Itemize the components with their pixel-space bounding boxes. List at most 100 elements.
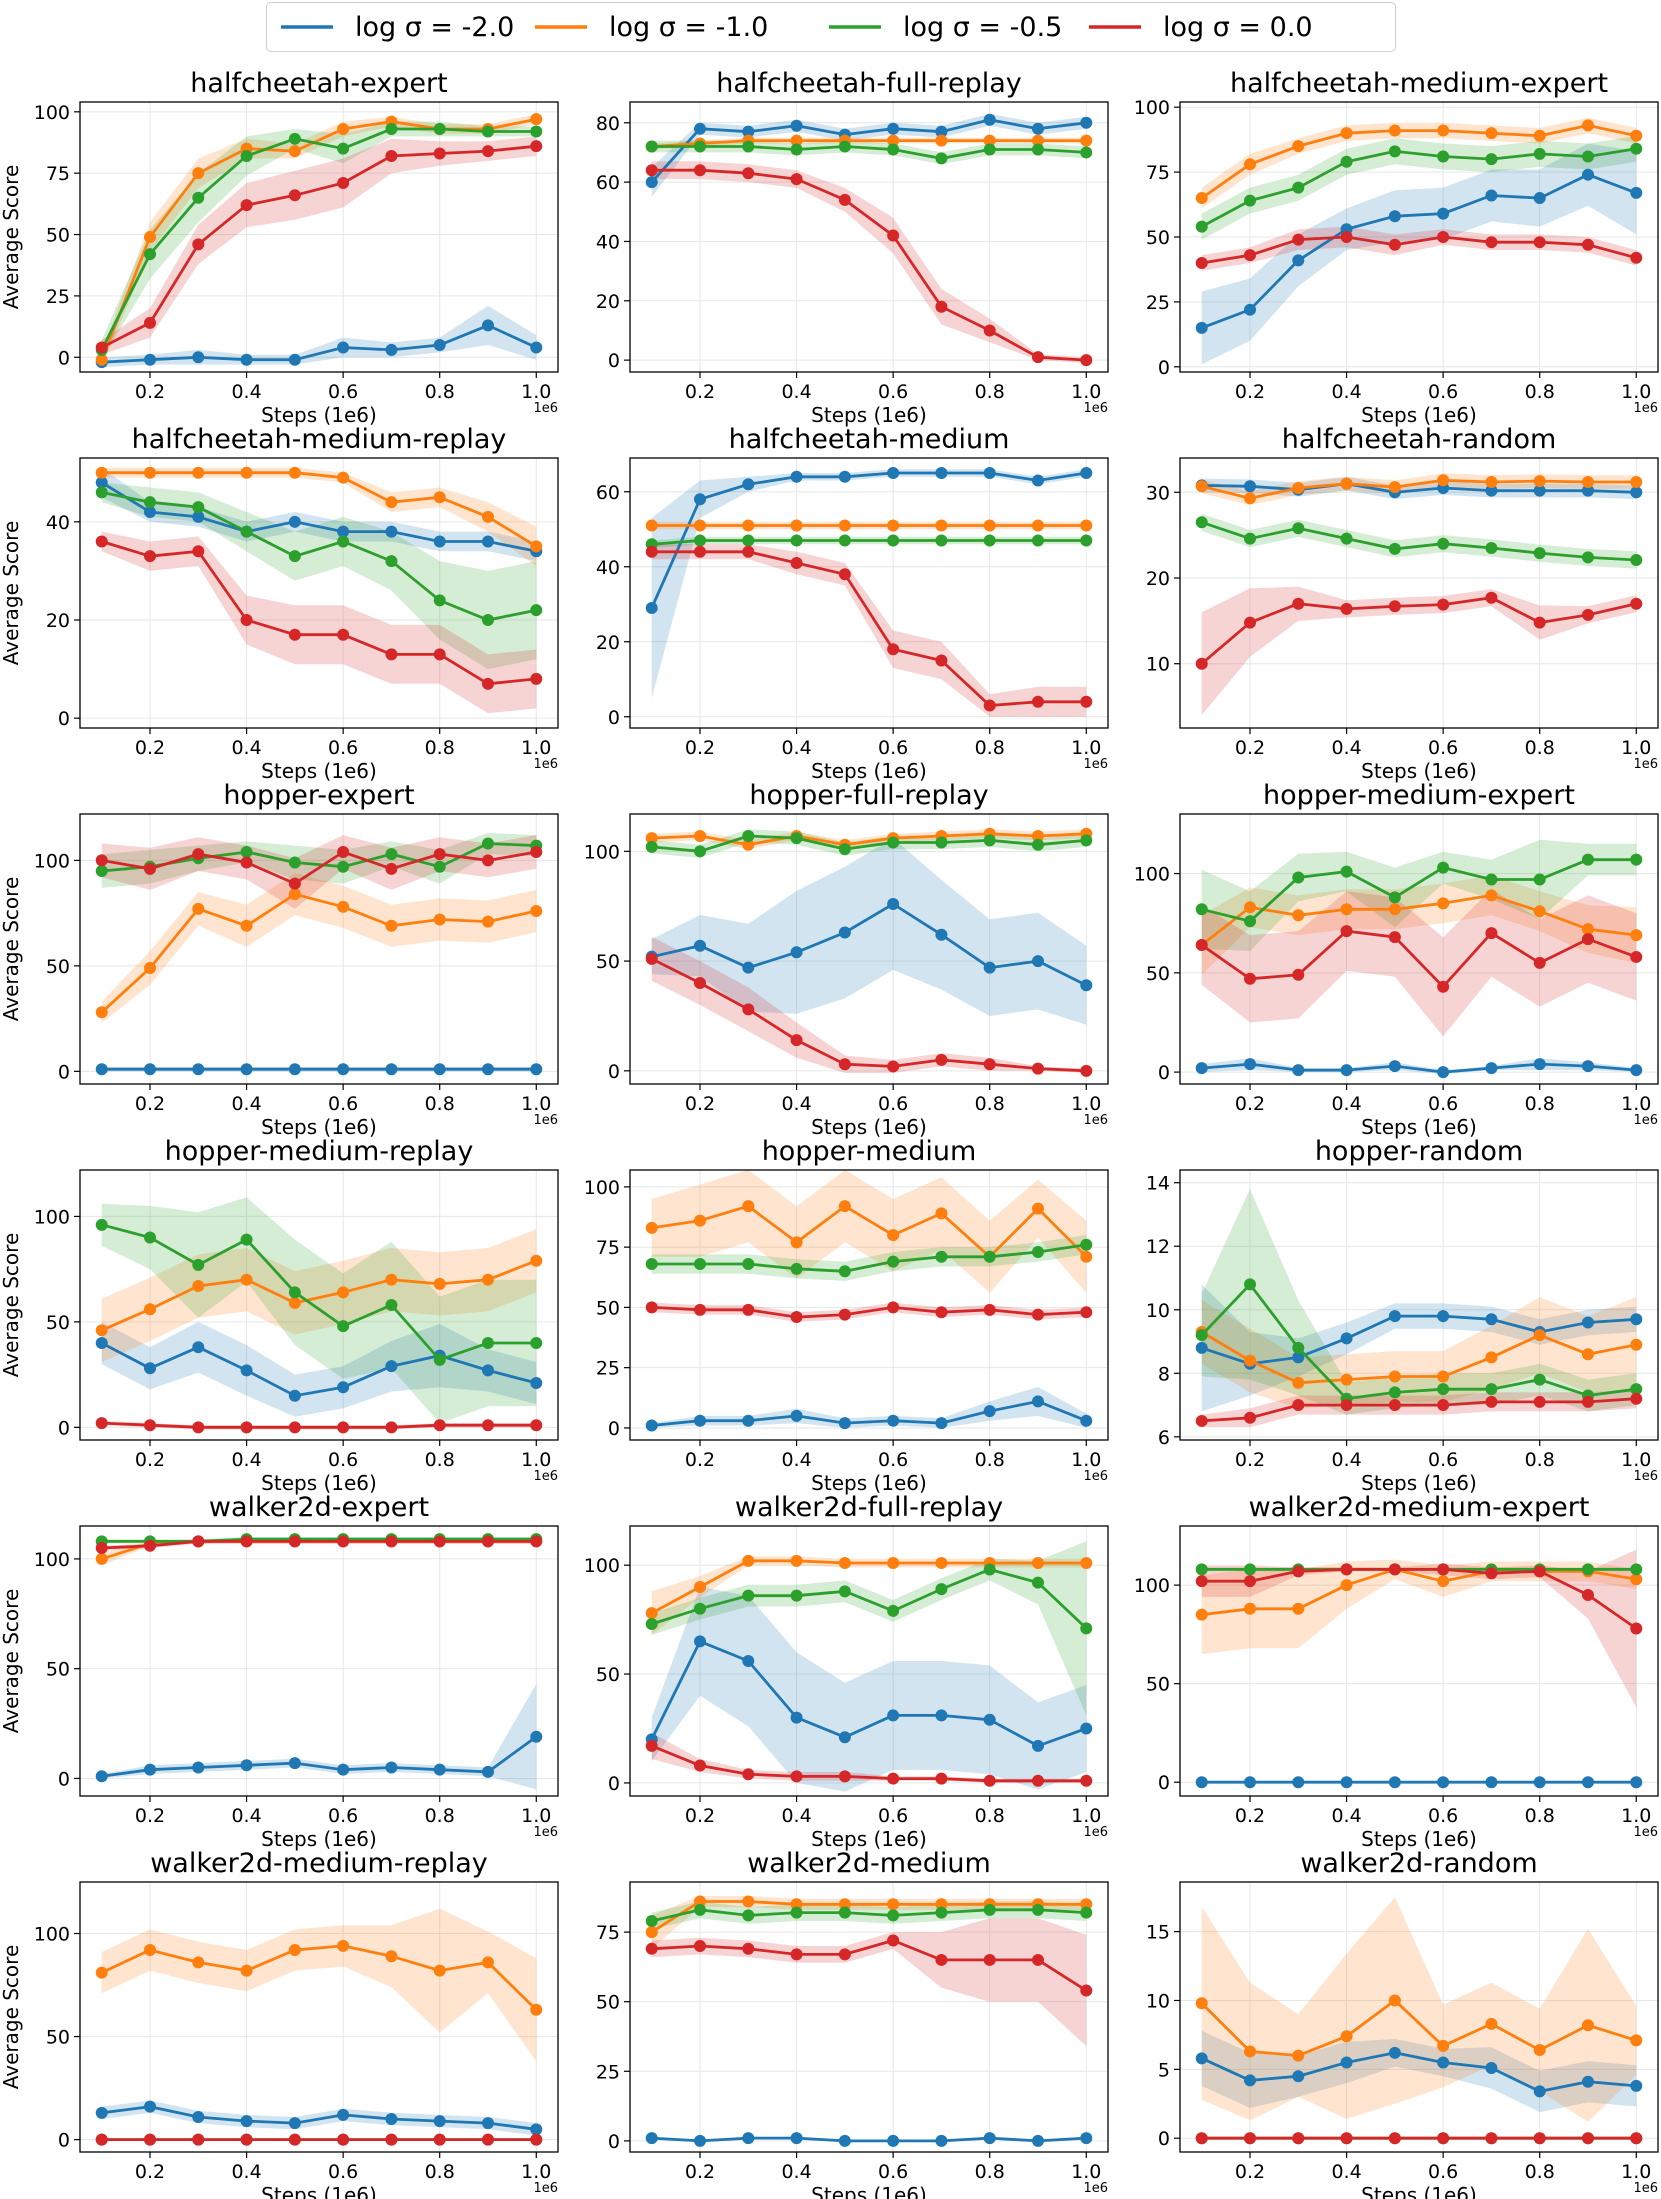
data-point	[1080, 1898, 1093, 1911]
data-point	[288, 1421, 301, 1434]
x-tick-label: 1.0	[521, 1093, 551, 1115]
data-point	[694, 845, 707, 858]
data-point	[1630, 597, 1643, 610]
data-point	[240, 353, 253, 366]
data-point	[694, 122, 707, 135]
data-point	[694, 1895, 707, 1908]
data-point	[838, 1557, 851, 1570]
x-tick-label: 0.6	[328, 1449, 358, 1471]
y-tick-label: 100	[1134, 864, 1170, 886]
series-line	[651, 550, 1087, 707]
data-point	[1581, 476, 1594, 488]
data-point	[1195, 321, 1208, 334]
data-point	[1485, 889, 1498, 902]
data-point	[144, 862, 157, 875]
y-tick-label: 50	[46, 1312, 70, 1334]
data-point	[838, 140, 851, 153]
data-point	[983, 699, 996, 712]
data-point	[838, 1948, 851, 1961]
data-point	[887, 1255, 900, 1268]
legend-label-0: log σ = -2.0	[355, 12, 514, 43]
data-point	[694, 519, 707, 532]
data-point	[1244, 616, 1257, 629]
data-point	[144, 550, 157, 563]
data-point	[433, 535, 446, 548]
confidence-band	[1201, 586, 1637, 716]
y-axis-label: Average Score	[0, 1589, 23, 1734]
data-point	[887, 1557, 900, 1570]
chart-panel: halfcheetah-medium-expert 0.2 0.4 0.6 0.8 1.0…	[1134, 68, 1659, 427]
x-tick-label: 0.6	[878, 1449, 908, 1471]
series-line	[101, 1421, 537, 1429]
data-point	[983, 834, 996, 847]
data-point	[192, 1761, 205, 1774]
y-tick-label: 0	[608, 350, 620, 372]
data-point	[1292, 1399, 1305, 1412]
series-line	[1200, 123, 1637, 200]
data-point	[530, 2123, 543, 2136]
data-point	[1292, 1064, 1305, 1077]
data-point	[742, 1003, 755, 1016]
data-point	[95, 2133, 108, 2146]
y-tick-label: 8	[1158, 1363, 1170, 1385]
series-line	[1201, 1568, 1638, 1630]
plot-frame	[629, 1881, 1109, 2153]
data-point	[337, 525, 350, 538]
data-point	[240, 2133, 253, 2146]
x-tick-label: 0.8	[975, 381, 1005, 403]
plot-area	[645, 113, 1093, 367]
data-point	[1437, 1383, 1450, 1396]
data-point	[1195, 1608, 1208, 1621]
x-tick-label: 0.2	[1235, 2161, 1265, 2183]
confidence-band	[651, 1587, 1087, 1792]
x-tick-label: 0.4	[781, 1093, 811, 1115]
data-point	[1388, 1060, 1401, 1073]
data-point	[742, 1200, 755, 1213]
confidence-band	[101, 136, 537, 355]
x-tick-label: 1.0	[1071, 381, 1101, 403]
data-point	[694, 829, 707, 842]
data-point	[1195, 903, 1208, 916]
data-point	[1437, 474, 1450, 487]
data-point	[240, 1535, 253, 1548]
series-line	[650, 1639, 1087, 1748]
data-point	[1244, 249, 1257, 262]
data-point	[1388, 210, 1401, 223]
series-line	[1200, 929, 1637, 989]
y-tick-label: 100	[34, 1549, 70, 1571]
series-line	[101, 471, 538, 548]
data-point	[887, 2134, 900, 2147]
data-point	[385, 1535, 398, 1548]
data-point	[1080, 695, 1093, 708]
series-line	[101, 1537, 537, 1543]
data-point	[1244, 1575, 1257, 1588]
data-point	[1031, 695, 1044, 708]
series-line	[1201, 478, 1637, 500]
chart-title: halfcheetah-expert	[190, 68, 447, 99]
series-line	[651, 539, 1087, 546]
data-point	[1244, 1411, 1257, 1424]
data-point	[935, 467, 948, 479]
data-point	[481, 1364, 494, 1377]
data-point	[1533, 484, 1546, 497]
data-point	[790, 946, 803, 959]
data-point	[337, 177, 350, 189]
data-point	[887, 519, 900, 532]
chart-title: hopper-medium-expert	[1263, 780, 1575, 811]
x-tick-label: 0.2	[1235, 381, 1265, 403]
data-point	[1244, 1563, 1257, 1576]
data-point	[385, 648, 398, 661]
data-point	[530, 113, 543, 126]
data-point	[1080, 1984, 1093, 1997]
data-point	[385, 343, 398, 356]
data-point	[1244, 1776, 1257, 1789]
data-point	[1437, 861, 1450, 874]
data-point	[192, 351, 205, 364]
data-point	[1630, 950, 1643, 963]
y-tick-label: 40	[46, 512, 70, 534]
data-point	[288, 2117, 301, 2130]
data-point	[337, 341, 350, 354]
data-point	[1031, 1557, 1044, 1570]
data-point	[887, 1301, 900, 1314]
